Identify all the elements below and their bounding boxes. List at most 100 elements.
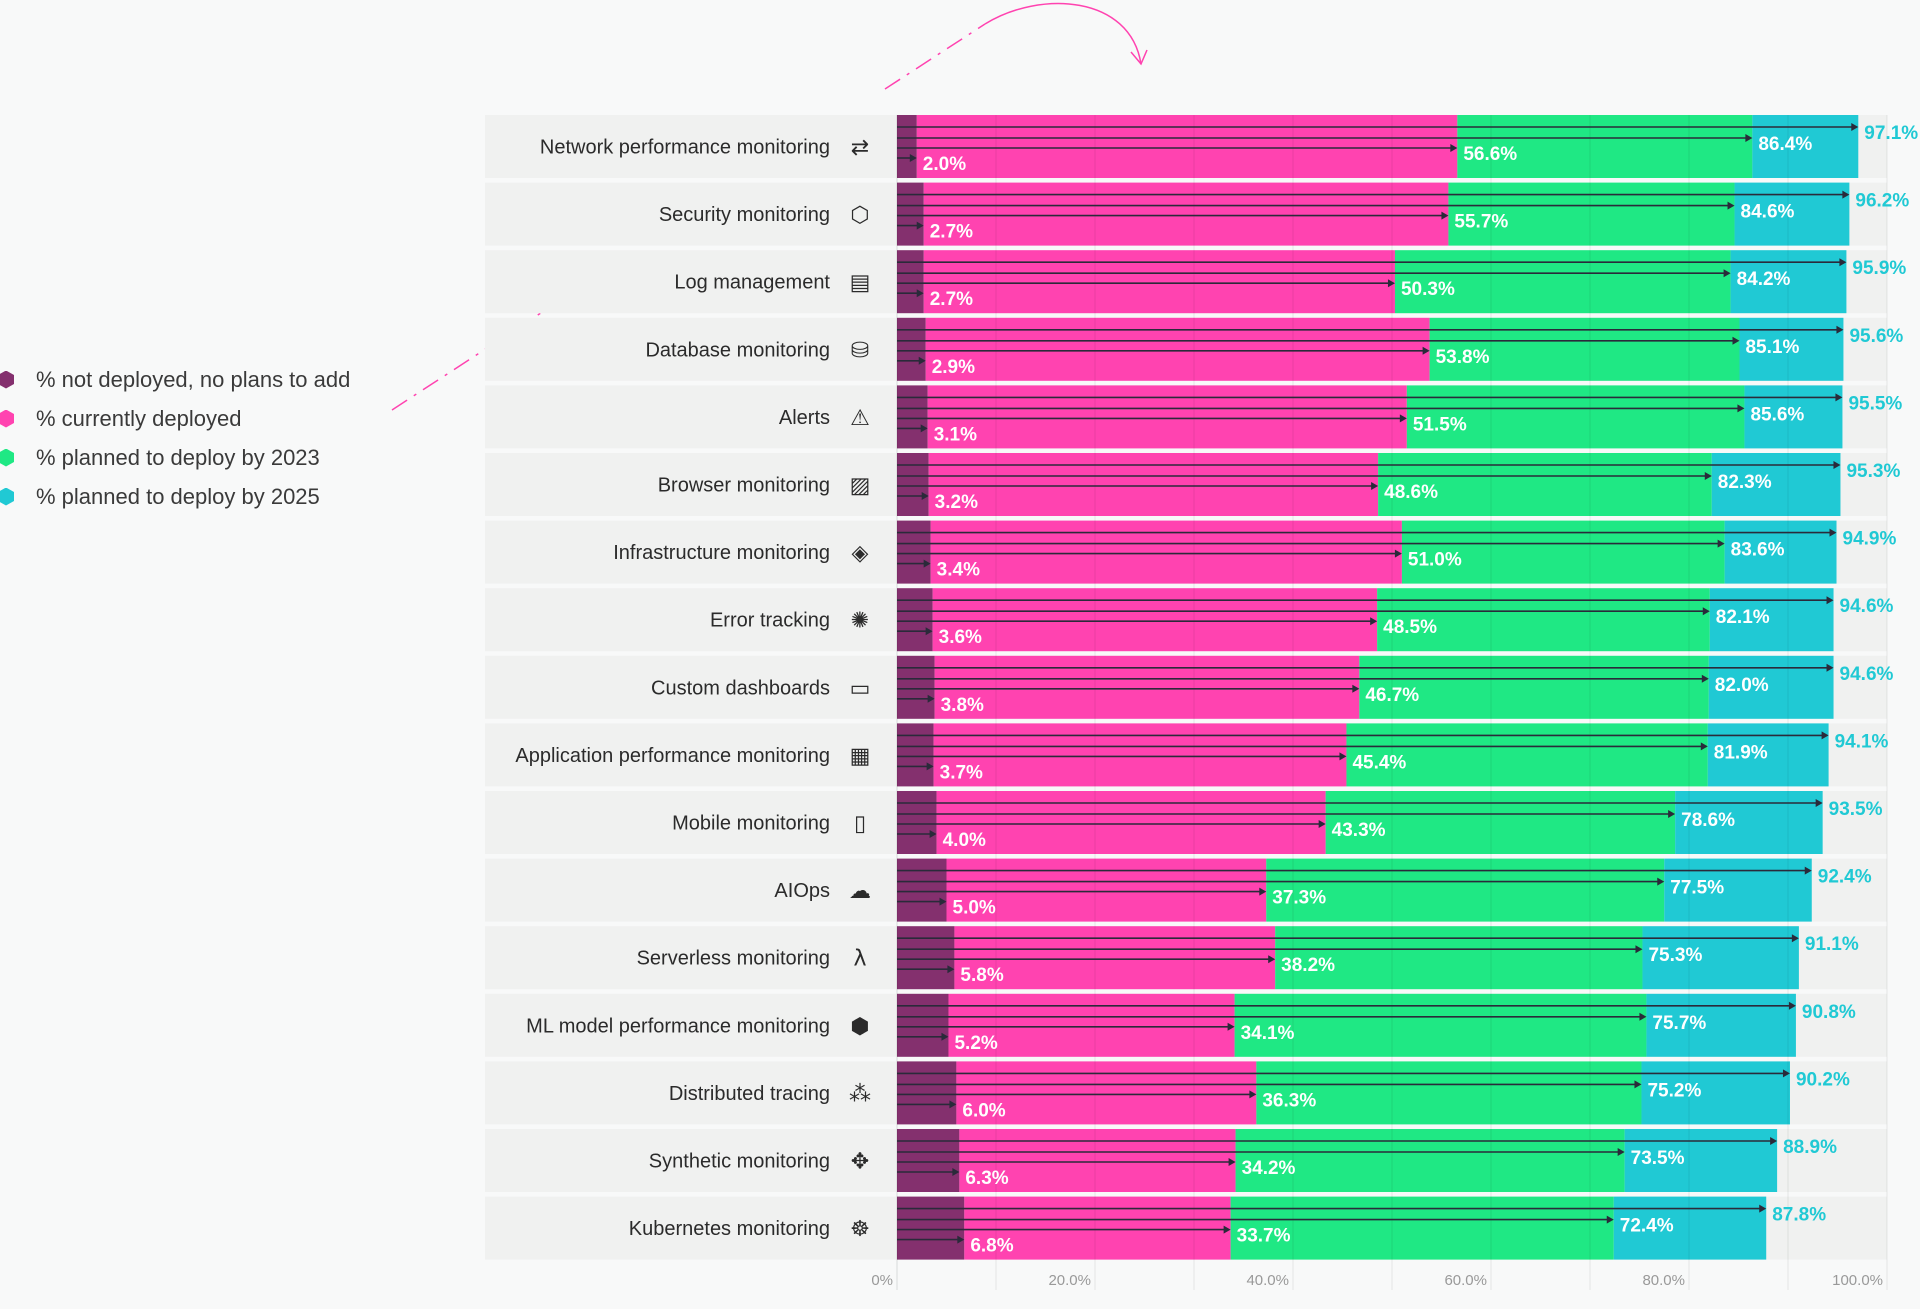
bar-segment <box>923 182 1449 246</box>
bar-segment <box>946 858 1267 922</box>
value-arrowhead <box>1842 190 1850 199</box>
value-arrowhead <box>918 356 926 365</box>
decorative-arrow-top-curve <box>984 2 1142 65</box>
value-arrowhead <box>1318 820 1326 828</box>
value-label: 43.3% <box>1332 820 1386 841</box>
warning-triangle-icon: ⚠ <box>850 406 870 431</box>
bar-segment <box>897 791 937 854</box>
value-label: 2.7% <box>930 289 973 310</box>
bar-segment <box>897 858 947 922</box>
value-arrowhead <box>929 830 937 838</box>
value-arrowhead <box>1700 742 1708 751</box>
value-label: 55.7% <box>1454 212 1508 233</box>
value-arrowhead <box>1821 731 1829 740</box>
bar-segment <box>916 115 1458 178</box>
bar-segment <box>897 993 949 1057</box>
value-label: 5.8% <box>960 965 1003 986</box>
value-arrowhead <box>1851 123 1859 131</box>
value-label: 3.6% <box>939 627 982 648</box>
value-label: 83.6% <box>1731 540 1785 561</box>
category-label: Log management <box>674 272 830 294</box>
bar-segment <box>1613 1196 1767 1260</box>
value-arrowhead <box>1394 549 1402 558</box>
bar-segment <box>1734 182 1850 246</box>
bar-segment <box>1744 385 1843 449</box>
category-label: ML model performance monitoring <box>526 1015 830 1037</box>
value-label: 5.2% <box>954 1033 997 1054</box>
value-arrowhead <box>923 559 931 568</box>
value-arrowhead <box>916 289 924 298</box>
category-label: Infrastructure monitoring <box>613 542 830 564</box>
value-label: 6.0% <box>962 1100 1005 1121</box>
bar-segment <box>897 655 935 719</box>
value-label: 34.1% <box>1241 1023 1295 1044</box>
bar-segment <box>1448 182 1735 246</box>
bar-segment <box>1711 453 1841 516</box>
value-arrowhead <box>1668 810 1676 818</box>
value-label: 91.1% <box>1805 934 1859 955</box>
value-arrowhead <box>1370 617 1378 626</box>
value-label: 33.7% <box>1237 1226 1291 1247</box>
value-label: 45.4% <box>1352 752 1406 773</box>
legend-label: % planned to deploy by 2023 <box>36 444 320 470</box>
value-arrowhead <box>957 1235 965 1244</box>
x-tick-label: 20.0% <box>1048 1272 1091 1289</box>
value-label: 85.6% <box>1750 404 1804 425</box>
value-arrowhead <box>1639 1012 1647 1021</box>
value-arrowhead <box>1788 1001 1796 1010</box>
value-arrowhead <box>1387 279 1395 288</box>
category-label: Network performance monitoring <box>540 137 830 159</box>
bar-segment <box>964 1196 1231 1260</box>
value-arrowhead <box>926 762 934 771</box>
legend-label: % not deployed, no plans to add <box>36 366 351 392</box>
category-label: AIOps <box>774 880 830 902</box>
value-label: 3.8% <box>941 695 984 716</box>
bar-segment <box>954 926 1276 990</box>
value-arrowhead <box>1704 472 1712 480</box>
value-arrowhead <box>1259 887 1267 896</box>
value-arrowhead <box>1634 1080 1642 1089</box>
value-label: 82.3% <box>1718 472 1772 493</box>
bar-segment <box>1457 115 1753 178</box>
value-arrowhead <box>1829 528 1837 537</box>
value-arrowhead <box>1826 663 1834 672</box>
bar-segment <box>927 385 1407 449</box>
value-label: 92.4% <box>1818 867 1872 888</box>
value-arrowhead <box>949 1100 957 1109</box>
browser-chart-icon: ▨ <box>850 474 871 499</box>
value-label: 3.1% <box>934 424 977 445</box>
bar-segment <box>1708 655 1834 719</box>
value-arrowhead <box>1422 346 1430 355</box>
value-arrowhead <box>1371 482 1379 490</box>
bar-segment <box>1664 858 1812 922</box>
bar-segment <box>897 250 924 314</box>
value-arrowhead <box>1268 955 1276 964</box>
app-window-chart-icon: ▦ <box>850 744 871 769</box>
x-tick-label: 100.0% <box>1832 1272 1883 1289</box>
value-label: 2.9% <box>932 357 975 378</box>
value-arrowhead <box>1441 211 1449 220</box>
bar-segment <box>1275 926 1643 990</box>
value-arrowhead <box>1352 684 1360 693</box>
bar-segment <box>936 791 1326 854</box>
bar-segment <box>1394 250 1731 314</box>
category-label: Mobile monitoring <box>672 813 830 835</box>
value-label: 73.5% <box>1631 1148 1685 1169</box>
value-arrowhead <box>1339 752 1347 761</box>
bar-segment <box>1256 1061 1642 1125</box>
value-label: 77.5% <box>1670 878 1724 899</box>
value-arrowhead <box>1227 1022 1235 1031</box>
value-arrowhead <box>952 1168 960 1176</box>
value-label: 72.4% <box>1620 1216 1674 1237</box>
value-arrowhead <box>925 627 933 636</box>
value-label: 5.0% <box>953 898 996 919</box>
bar-segment <box>1642 926 1799 990</box>
bar-segment <box>897 317 926 381</box>
x-tick-label: 0% <box>871 1272 893 1289</box>
value-arrowhead <box>1727 201 1735 210</box>
value-label: 51.0% <box>1408 550 1462 571</box>
value-arrowhead <box>927 694 935 703</box>
category-label: Synthetic monitoring <box>649 1151 830 1173</box>
bar-segment <box>897 1196 965 1260</box>
value-label: 3.7% <box>940 762 983 783</box>
